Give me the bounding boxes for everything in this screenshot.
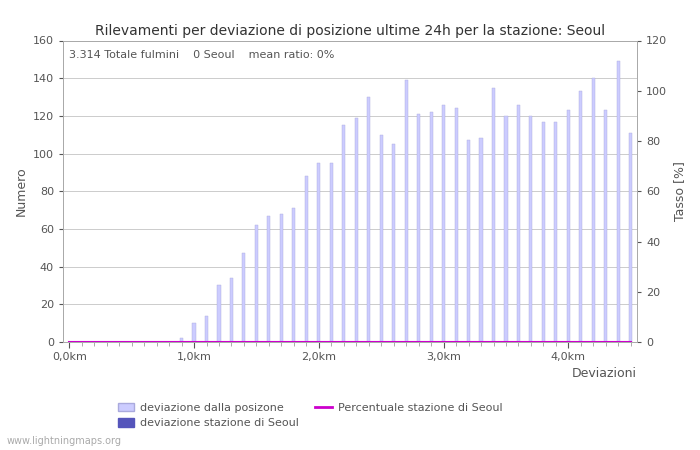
Bar xyxy=(529,116,533,342)
Bar xyxy=(267,216,270,342)
Bar xyxy=(442,104,445,342)
Bar xyxy=(230,278,233,342)
Bar xyxy=(480,139,482,342)
Bar xyxy=(592,78,595,342)
Text: Deviazioni: Deviazioni xyxy=(572,367,637,380)
Bar xyxy=(304,176,308,342)
Title: Rilevamenti per deviazione di posizione ultime 24h per la stazione: Seoul: Rilevamenti per deviazione di posizione … xyxy=(95,24,605,38)
Bar xyxy=(379,135,383,342)
Bar xyxy=(317,163,321,342)
Bar xyxy=(554,122,557,342)
Bar xyxy=(180,338,183,342)
Bar xyxy=(417,114,420,342)
Bar xyxy=(280,214,283,342)
Bar xyxy=(242,253,246,342)
Bar xyxy=(405,80,407,342)
Bar xyxy=(567,110,570,342)
Bar xyxy=(392,144,396,342)
Bar xyxy=(604,110,608,342)
Bar xyxy=(467,140,470,342)
Y-axis label: Tasso [%]: Tasso [%] xyxy=(673,161,686,221)
Bar xyxy=(193,323,195,342)
Bar xyxy=(542,122,545,342)
Bar xyxy=(505,116,508,342)
Bar xyxy=(454,108,458,342)
Bar xyxy=(430,112,433,342)
Bar xyxy=(580,91,582,342)
Bar xyxy=(205,315,208,342)
Bar xyxy=(492,88,495,342)
Bar xyxy=(629,133,632,342)
Bar xyxy=(617,61,620,342)
Bar xyxy=(255,225,258,342)
Bar xyxy=(330,163,332,342)
Text: www.lightningmaps.org: www.lightningmaps.org xyxy=(7,436,122,446)
Text: 3.314 Totale fulmini    0 Seoul    mean ratio: 0%: 3.314 Totale fulmini 0 Seoul mean ratio:… xyxy=(69,50,334,59)
Bar xyxy=(368,97,370,342)
Bar xyxy=(517,104,520,342)
Bar xyxy=(355,118,358,342)
Bar xyxy=(293,208,295,342)
Bar xyxy=(342,125,345,342)
Y-axis label: Numero: Numero xyxy=(14,166,27,216)
Bar xyxy=(218,285,220,342)
Legend: deviazione dalla posizone, deviazione stazione di Seoul, Percentuale stazione di: deviazione dalla posizone, deviazione st… xyxy=(113,398,507,433)
